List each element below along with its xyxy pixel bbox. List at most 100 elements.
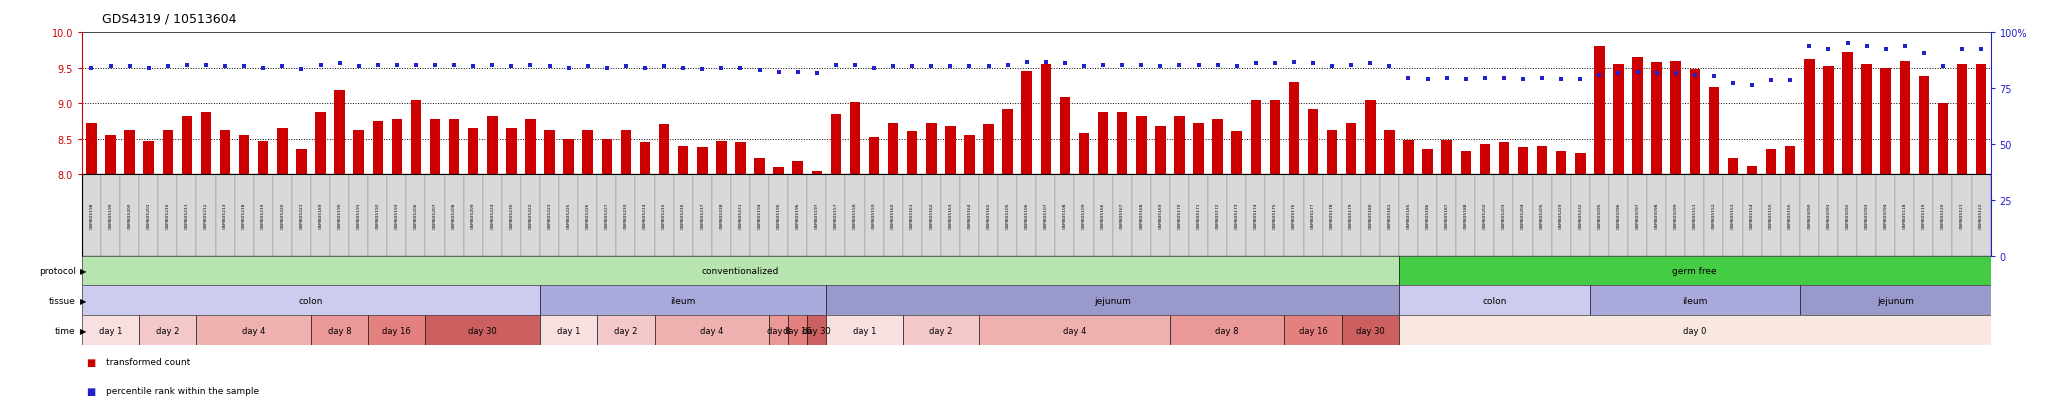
Bar <box>983 125 993 175</box>
Bar <box>197 316 311 345</box>
Text: GSM805161: GSM805161 <box>909 202 913 228</box>
Bar <box>1479 145 1491 175</box>
Bar <box>563 139 573 175</box>
Point <box>1849 44 1882 50</box>
Bar <box>1552 175 1571 256</box>
Point <box>475 62 508 69</box>
Text: GSM805178: GSM805178 <box>1329 202 1333 228</box>
Bar <box>1589 286 1800 316</box>
Point <box>1487 75 1520 82</box>
Bar <box>825 286 1399 316</box>
Bar <box>864 175 883 256</box>
Bar <box>1212 119 1223 175</box>
Point <box>553 65 586 72</box>
Text: day 8: day 8 <box>766 326 791 335</box>
Point <box>1087 62 1120 69</box>
Bar <box>1786 146 1796 175</box>
Text: GSM805167: GSM805167 <box>1120 202 1124 228</box>
Bar <box>348 175 369 256</box>
Bar <box>1593 47 1606 175</box>
Bar <box>1495 175 1513 256</box>
Text: germ free: germ free <box>1673 266 1716 275</box>
Point <box>1640 71 1673 77</box>
Text: GSM805186: GSM805186 <box>1425 202 1430 228</box>
Point <box>457 64 489 70</box>
Point <box>819 62 852 69</box>
Bar <box>1251 100 1262 175</box>
Text: GSM805213: GSM805213 <box>223 202 227 228</box>
Point <box>668 65 700 72</box>
Point <box>1239 61 1272 67</box>
Point <box>952 64 985 70</box>
Text: GSM805105: GSM805105 <box>1006 202 1010 229</box>
Bar <box>1837 175 1858 256</box>
Bar <box>1513 175 1532 256</box>
Bar <box>162 131 174 175</box>
Text: GSM805232: GSM805232 <box>1579 202 1583 228</box>
Bar <box>1743 175 1761 256</box>
Bar <box>1098 112 1108 175</box>
Bar <box>1327 131 1337 175</box>
Text: GSM805192: GSM805192 <box>375 202 379 228</box>
Text: percentile rank within the sample: percentile rank within the sample <box>106 386 260 395</box>
Text: GSM805215: GSM805215 <box>662 202 666 229</box>
Bar <box>1137 116 1147 175</box>
Bar <box>1169 175 1190 256</box>
Point <box>743 68 776 75</box>
Text: GSM805189: GSM805189 <box>319 202 322 228</box>
Bar <box>158 175 178 256</box>
Text: GSM805208: GSM805208 <box>453 202 457 228</box>
Bar <box>1288 83 1298 175</box>
Bar <box>430 119 440 175</box>
Bar <box>1360 175 1380 256</box>
Point <box>94 64 127 70</box>
Text: day 16: day 16 <box>782 326 813 335</box>
Bar <box>197 175 215 256</box>
Bar <box>907 132 918 175</box>
Point <box>1030 59 1063 66</box>
Point <box>1737 82 1769 89</box>
Text: GSM805121: GSM805121 <box>1960 202 1964 228</box>
Point <box>1202 62 1235 69</box>
Bar <box>735 143 745 175</box>
Bar <box>201 113 211 175</box>
Point <box>1468 75 1501 82</box>
Bar <box>311 316 369 345</box>
Text: GSM805098: GSM805098 <box>1655 202 1659 228</box>
Bar <box>1843 53 1853 175</box>
Bar <box>1651 63 1661 175</box>
Bar <box>1475 175 1495 256</box>
Bar <box>100 175 121 256</box>
Point <box>1755 78 1788 85</box>
Bar <box>506 128 516 175</box>
Text: GSM805206: GSM805206 <box>414 202 418 228</box>
Point <box>705 65 737 72</box>
Text: GSM805201: GSM805201 <box>147 202 152 228</box>
Text: day 2: day 2 <box>930 326 952 335</box>
Bar <box>979 316 1169 345</box>
Point <box>514 62 547 69</box>
Bar <box>1800 286 1991 316</box>
Bar <box>121 175 139 256</box>
Text: GSM805166: GSM805166 <box>1102 202 1106 228</box>
Bar <box>1765 150 1776 175</box>
Bar <box>1937 104 1948 175</box>
Bar <box>1399 316 1991 345</box>
Bar <box>426 175 444 256</box>
Point <box>1145 64 1178 70</box>
Bar <box>1169 316 1284 345</box>
Text: protocol: protocol <box>39 266 76 275</box>
Point <box>877 64 909 70</box>
Bar <box>1055 175 1075 256</box>
Bar <box>125 131 135 175</box>
Point <box>838 62 870 69</box>
Bar <box>997 175 1018 256</box>
Bar <box>1571 175 1589 256</box>
Bar <box>1729 159 1739 175</box>
Text: GSM805091: GSM805091 <box>1827 202 1831 228</box>
Point <box>1124 62 1157 69</box>
Bar <box>811 171 821 175</box>
Bar <box>387 175 406 256</box>
Point <box>438 62 471 69</box>
Text: GSM805171: GSM805171 <box>1196 202 1200 228</box>
